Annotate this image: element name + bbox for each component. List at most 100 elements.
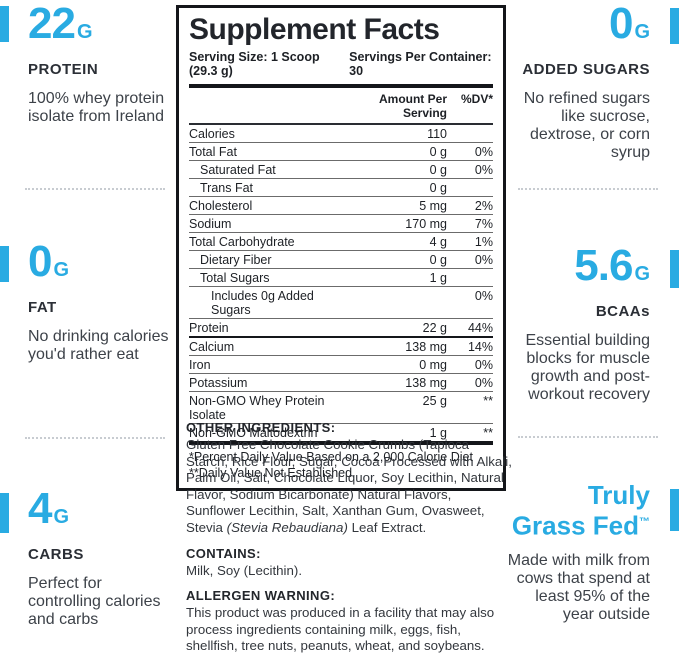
ingredient-details: OTHER INGREDIENTS: Gluten Free Chocolate… [186,421,512,655]
contains-heading: CONTAINS: [186,545,261,561]
nutrient-name: Cholesterol [189,199,253,213]
nutrient-name: Total Carbohydrate [189,235,295,249]
callout-protein: 22 G PROTEIN 100% whey protein isolate fr… [28,2,178,126]
nutrition-row: Non-GMO Maltodextrin 1 g ** [189,424,493,441]
nutrition-header-row: Amount Per Serving %DV* [189,88,493,125]
ingredients-latin-name: (Stevia Rebaudiana) [226,519,348,535]
nutrient-dv [447,271,493,285]
nutrient-dv: 0% [474,145,493,159]
serving-size: Serving Size: 1 Scoop (29.3 g) [189,50,320,78]
stat-label: CARBS [28,546,84,563]
nutrient-amount: 138 mg [405,340,447,354]
nutrient-name: Trans Fat [200,181,254,195]
ingredients-part2: Leaf Extract. [347,519,427,535]
accent-bar-added-sugars [670,8,679,44]
nutrition-row: Protein 22 g 44% [189,319,493,338]
nutrient-amount: 4 g [429,235,447,249]
protein-grams: 22 G [28,2,178,56]
servings-per-container: Servings Per Container: 30 [349,50,492,78]
dotted-divider [518,436,658,438]
contains-text: Milk, Soy (Lecithin). [186,562,303,578]
nutrient-name: Includes 0g Added Sugars [211,289,314,317]
nutrition-row: Saturated Fat 0 g 0% [189,161,493,179]
trademark-symbol: ™ [639,516,650,528]
nutrient-dv: 1% [474,235,493,249]
nutrition-row: Total Sugars 1 g [189,269,493,287]
stat-description: Perfect for controlling calories and car… [28,575,161,628]
dotted-divider [25,437,165,439]
stat-description: No refined sugars like sucrose, dextrose… [523,90,650,161]
nutrient-name: Non-GMO Whey Protein Isolate [189,394,325,422]
nutrient-amount: 0 g [429,145,447,159]
stat-unit: G [76,21,93,43]
nutrition-row: Non-GMO Whey Protein Isolate 25 g ** [189,392,493,424]
grass-fed-line1: Truly [587,480,650,510]
bcaas-grams: 5.6 G [500,244,650,298]
stat-unit: G [634,21,650,43]
stat-value: 0 [608,0,634,48]
nutrition-row: Potassium 138 mg 0% [189,374,493,392]
stat-label: PROTEIN [28,61,99,78]
nutrient-name: Protein [189,321,229,335]
nutrient-amount: 110 [427,127,447,141]
stat-value: 5.6 [574,241,633,290]
other-ingredients-text: Gluten Free Chocolate Cookie Crumbs (Tap… [186,437,512,537]
nutrient-dv: 0% [474,253,493,267]
nutrient-name: Non-GMO Maltodextrin [189,426,318,440]
callout-grass-fed: Truly Grass Fed™ Made with milk from cow… [500,482,650,624]
nutrition-row: Includes 0g Added Sugars 0% [189,287,493,319]
amount-column-header: Amount Per Serving [378,92,447,120]
nutrition-row: Iron 0 mg 0% [189,356,493,374]
accent-bar-bcaas [670,250,679,288]
stat-description: 100% whey protein isolate from Ireland [28,90,165,125]
grass-fed-title: Truly Grass Fed™ [500,482,650,540]
nutrition-row: Dietary Fiber 0 g 0% [189,251,493,269]
nutrient-amount: 5 mg [419,199,447,213]
ingredients-part1: Gluten Free Chocolate Cookie Crumbs (Tap… [186,437,512,535]
supplement-facts-panel: Supplement Facts Serving Size: 1 Scoop (… [176,5,506,491]
stat-value: 22 [28,0,76,48]
nutrient-amount: 138 mg [405,376,447,390]
callout-bcaas: 5.6 G BCAAs Essential building blocks for… [500,244,650,404]
nutrient-name: Total Sugars [200,271,270,285]
panel-title: Supplement Facts [189,13,440,46]
accent-bar-protein [0,6,9,42]
nutrient-amount [355,289,447,317]
nutrient-dv: 0% [474,358,493,372]
nutrient-dv: 14% [467,340,493,354]
spacer [189,92,355,120]
stat-unit: G [53,259,70,281]
nutrient-dv: 0% [474,289,493,303]
stat-label: ADDED SUGARS [522,61,650,78]
grass-fed-line2: Grass Fed [511,510,639,541]
stat-unit: G [53,506,70,528]
nutrient-amount: 0 g [429,253,447,267]
nutrient-name: Sodium [189,217,232,231]
nutrient-amount: 22 g [422,321,447,335]
stat-label: FAT [28,299,57,316]
nutrient-amount: 1 g [429,271,447,285]
stat-value: 4 [28,484,53,533]
nutrition-row: Total Fat 0 g 0% [189,143,493,161]
nutrition-row: Cholesterol 5 mg 2% [189,197,493,215]
allergen-warning-heading: ALLERGEN WARNING: [186,588,336,604]
nutrient-dv [447,127,493,141]
nutrient-name: Saturated Fat [200,163,276,177]
nutrient-amount: 170 mg [405,217,447,231]
panel-footnotes: *Percent Daily Value Based on a 2,000 Ca… [189,441,493,481]
nutrient-amount: 25 g [422,394,447,408]
serving-info: Serving Size: 1 Scoop (29.3 g) Servings … [189,47,493,88]
stat-description: Made with milk from cows that spend at l… [507,551,650,623]
nutrient-dv: 0% [474,376,493,390]
nutrition-row: Trans Fat 0 g [189,179,493,197]
nutrition-rows: Calories 110 Total Fat 0 g 0% Saturated Fat 0 … [189,125,493,441]
nutrient-amount: 1 g [429,426,447,440]
nutrient-amount: 0 g [429,163,447,177]
accent-bar-grass-fed [670,489,679,531]
nutrient-name: Iron [189,358,211,372]
allergen-warning-text: This product was produced in a facility … [186,605,495,654]
